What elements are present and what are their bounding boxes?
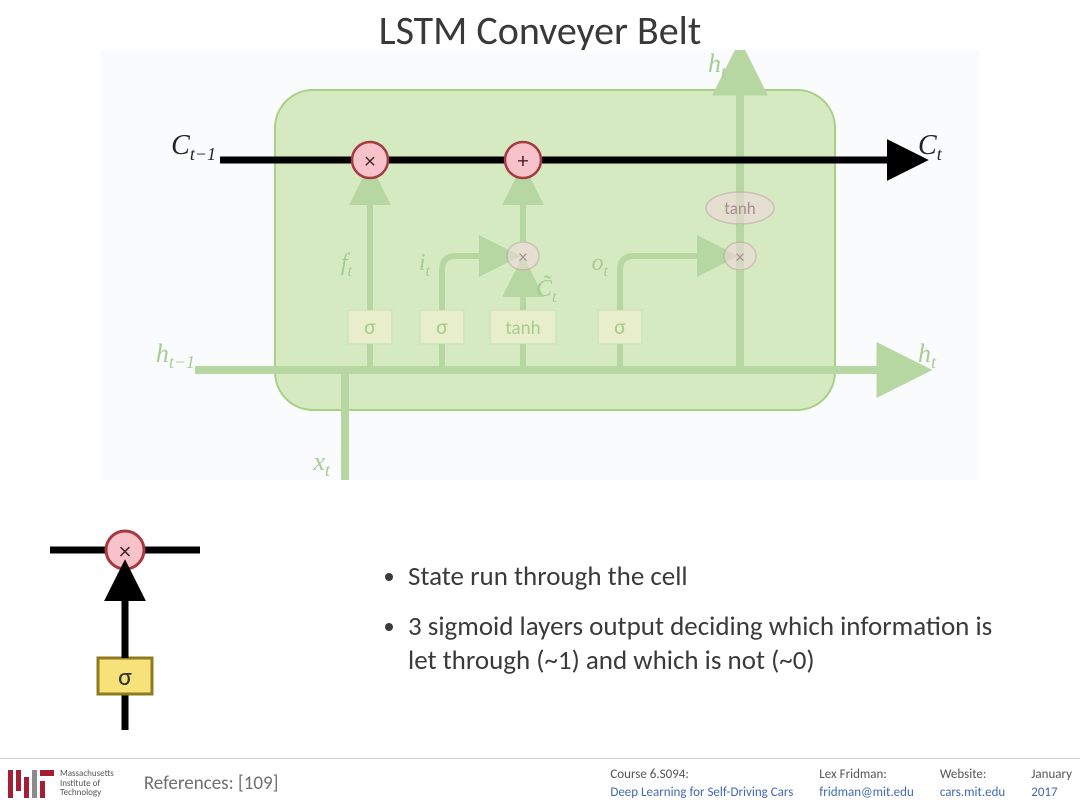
faded-times-2: × [724,242,756,270]
footer: Massachusetts Institute of Technology Re… [0,758,1080,806]
slide-title: LSTM Conveyer Belt [0,6,1080,55]
lstm-diagram: ht−1 ht xt ht σ σ tanh σ [100,50,980,480]
svg-text:tanh: tanh [505,317,540,340]
bullet-2: 3 sigmoid layers output deciding which i… [408,610,1020,678]
date-label: January [1031,766,1072,784]
times-gate: × [352,142,388,178]
svg-text:tanh: tanh [724,198,756,219]
sigma-box-1: σ [348,310,392,344]
site-url: cars.mit.edu [940,784,1005,802]
date-year: 2017 [1031,784,1072,802]
site-label: Website: [940,766,1005,784]
label-xt: xt [312,447,331,480]
course-label: Course 6.S094: [610,766,793,784]
svg-text:×: × [119,537,131,566]
faded-times-1: × [507,242,539,270]
bullet-list: State run through the cell 3 sigmoid lay… [380,560,1020,693]
label-ht-1: ht−1 [156,339,195,372]
label-Ct: Ct [918,130,943,164]
svg-text:+: + [518,147,529,174]
svg-text:×: × [519,246,528,268]
plus-gate: + [505,142,541,178]
svg-text:σ: σ [436,313,448,340]
sigma-box-3: σ [598,310,642,344]
svg-text:σ: σ [614,313,626,340]
references-text: References: [109] [144,772,279,795]
svg-text:σ: σ [118,660,132,692]
bullet-1: State run through the cell [408,560,1020,594]
mit-logo: Massachusetts Institute of Technology [8,769,114,797]
person-label: Lex Fridman: [819,766,914,784]
course-name: Deep Learning for Self-Driving Cars [610,784,793,802]
label-ht-right: ht [918,339,937,372]
svg-text:×: × [365,147,376,174]
tanh-box-1: tanh [490,310,556,344]
svg-text:σ: σ [364,313,376,340]
tanh-oval: tanh [706,192,774,224]
label-Ct-1: Ct−1 [171,130,216,164]
mit-logo-icon [8,770,54,798]
gate-icon: × σ [30,520,230,740]
svg-text:×: × [736,246,745,268]
label-ht-top: ht [708,50,727,82]
sigma-box-2: σ [420,310,464,344]
mit-text-3: Technology [60,788,114,797]
person-email: fridman@mit.edu [819,784,914,802]
